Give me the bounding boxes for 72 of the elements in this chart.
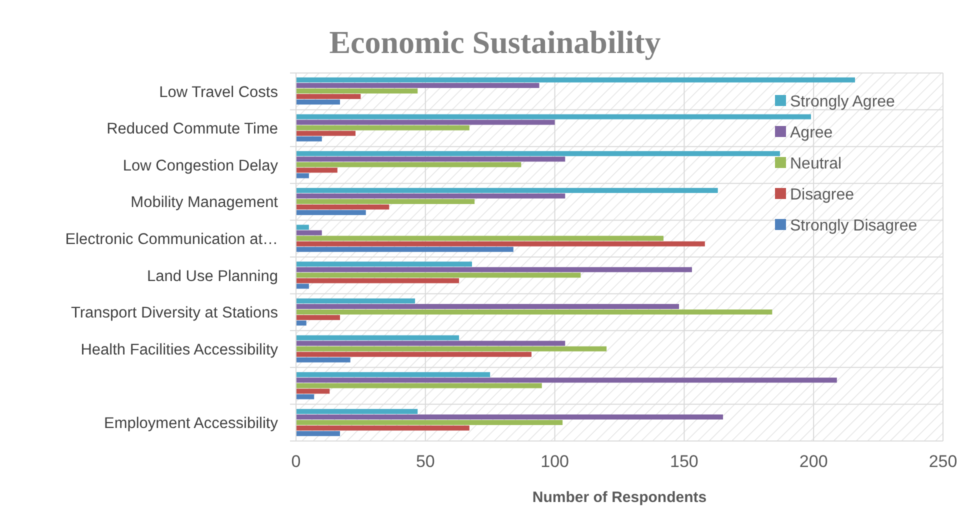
bar xyxy=(296,236,664,241)
bar xyxy=(296,120,555,125)
bar xyxy=(296,173,309,178)
bar xyxy=(296,272,581,278)
bar xyxy=(296,162,522,168)
bar xyxy=(296,198,475,204)
bar xyxy=(296,151,780,156)
y-tick-label: Health Facilities Accessibility xyxy=(80,341,278,358)
bar xyxy=(296,267,692,272)
bar xyxy=(296,193,566,198)
bar xyxy=(296,394,314,400)
bar xyxy=(296,136,322,142)
bar xyxy=(296,130,356,136)
y-tick-label: Electronic Communication at… xyxy=(65,231,278,248)
bar xyxy=(296,315,340,320)
bar xyxy=(296,100,340,105)
bar xyxy=(296,414,724,420)
bar xyxy=(296,335,460,340)
bar xyxy=(296,125,470,130)
x-tick-label: 200 xyxy=(799,452,828,472)
bar xyxy=(296,284,309,289)
y-tick-label: Land Use Planning xyxy=(147,268,278,285)
y-tick-label: Low Congestion Delay xyxy=(122,157,278,174)
bar xyxy=(296,320,306,326)
bar xyxy=(296,230,322,236)
y-tick-label: Employment Accessibility xyxy=(104,415,278,432)
bar xyxy=(296,262,472,267)
bar xyxy=(296,94,361,100)
bar xyxy=(296,431,340,436)
bar xyxy=(296,388,330,394)
legend-label: Agree xyxy=(790,124,833,142)
bar xyxy=(296,114,812,120)
bar xyxy=(296,298,416,304)
y-tick-label: Transport Diversity at Stations xyxy=(70,304,278,322)
y-tick-label: Low Travel Costs xyxy=(159,84,278,101)
bar xyxy=(296,224,309,230)
bar xyxy=(296,383,542,388)
x-tick-label: 250 xyxy=(928,452,958,472)
bar xyxy=(296,278,460,284)
bar xyxy=(296,408,418,414)
bar xyxy=(296,188,718,193)
bar xyxy=(296,241,705,246)
bar xyxy=(296,420,563,426)
bar xyxy=(296,82,540,88)
bar xyxy=(296,210,366,216)
bar xyxy=(296,378,837,383)
x-tick-label: 0 xyxy=(291,452,301,472)
x-tick-label: 100 xyxy=(540,452,569,472)
bar xyxy=(296,204,390,210)
bar xyxy=(296,77,856,82)
legend-label: Disagree xyxy=(790,186,854,204)
chart-title: Economic Sustainability xyxy=(329,24,661,60)
bar xyxy=(296,304,680,309)
bar xyxy=(296,340,566,346)
bar xyxy=(296,346,607,352)
bar xyxy=(296,352,532,357)
bar xyxy=(296,426,470,431)
y-tick-label: Mobility Management xyxy=(130,194,279,212)
y-tick-label: Reduced Commute Time xyxy=(106,120,278,138)
x-tick-label: 150 xyxy=(670,452,698,472)
legend-label: Neutral xyxy=(790,156,842,173)
x-axis-title: Number of Respondents xyxy=(532,489,707,506)
bar xyxy=(296,357,350,362)
bar xyxy=(296,168,338,173)
legend-label: Strongly Disagree xyxy=(790,218,918,235)
legend-label: Strongly Agree xyxy=(790,94,896,111)
bar xyxy=(296,246,514,252)
bar xyxy=(296,156,566,162)
bar xyxy=(296,309,772,315)
x-tick-label: 50 xyxy=(416,452,435,472)
bar xyxy=(296,372,490,378)
bar xyxy=(296,88,418,94)
